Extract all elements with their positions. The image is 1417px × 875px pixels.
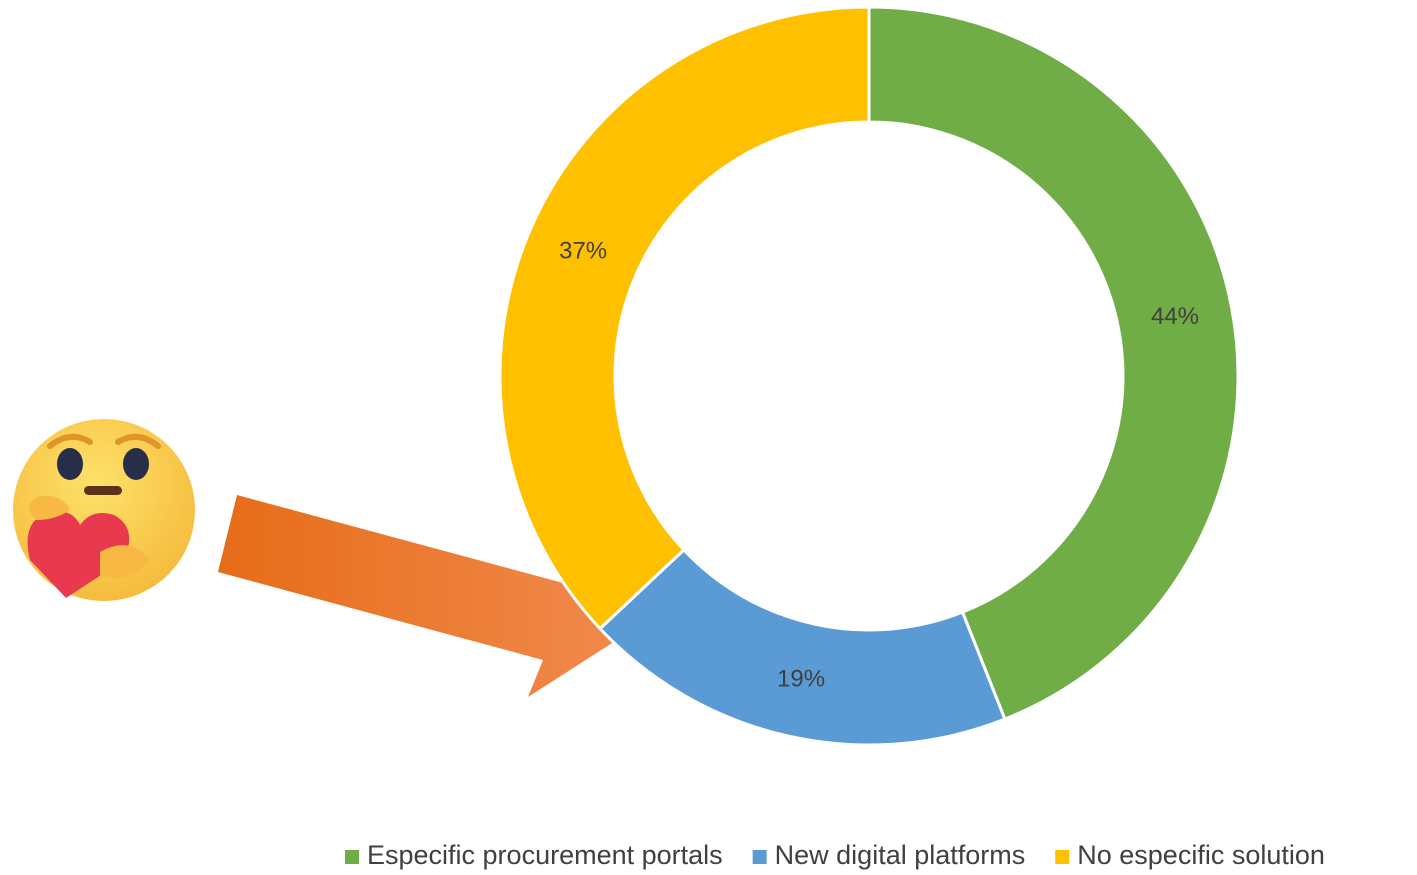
data-label: 37% (559, 238, 607, 265)
slice (597, 547, 1007, 747)
legend: Especific procurement portals New digital… (345, 840, 1325, 870)
slice (867, 5, 1240, 722)
data-label: 19% (777, 665, 825, 692)
donut: 44% 19% 37% (498, 5, 1240, 747)
legend-swatch (1055, 850, 1070, 864)
data-label: 44% (1151, 303, 1199, 330)
slice (498, 5, 871, 631)
legend-swatch (752, 850, 767, 864)
emoji (13, 419, 195, 601)
legend-label: New digital platforms (775, 840, 1026, 870)
legend-swatch (345, 850, 359, 864)
legend-label: Especific procurement portals (367, 840, 723, 870)
legend-label: No especific solution (1077, 840, 1325, 870)
arrow (218, 495, 620, 697)
